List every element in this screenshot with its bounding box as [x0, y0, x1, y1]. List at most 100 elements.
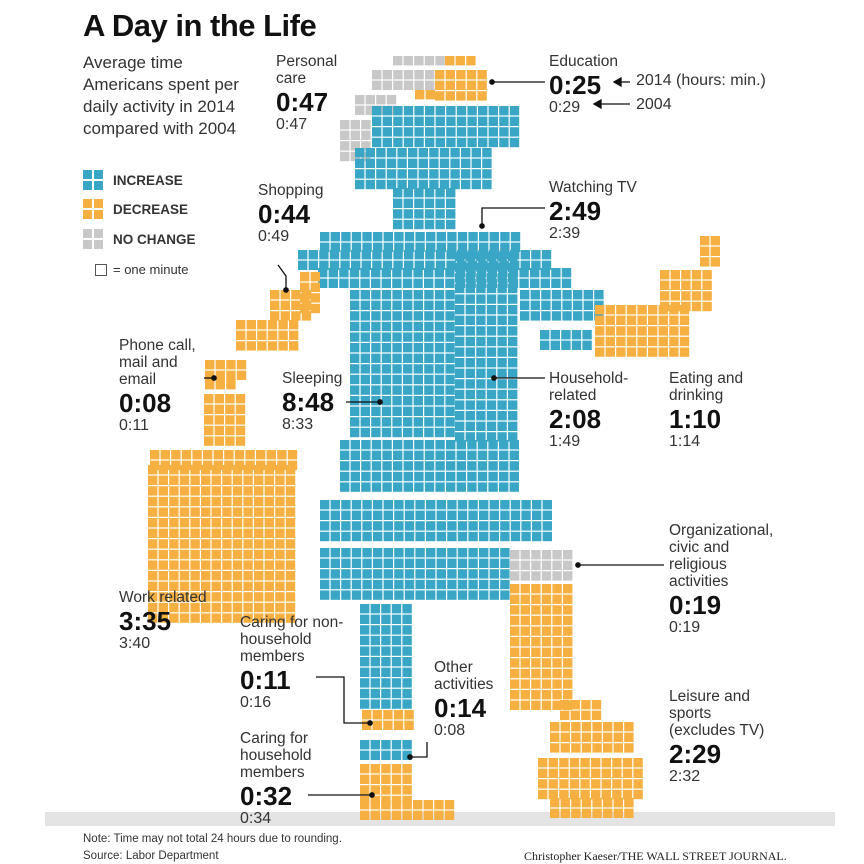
minute-square-sleeping: [424, 450, 435, 460]
minute-square-leisure: [613, 798, 623, 808]
label-organizational: Organizational, civic and religious acti…: [669, 522, 784, 637]
minute-square-work: [201, 475, 211, 485]
minute-square-leisure: [538, 789, 548, 800]
minute-square-leisure: [559, 789, 569, 800]
minute-square-eating: [626, 326, 637, 336]
minute-square-watching-tv: [413, 278, 423, 288]
minute-square-watching-tv: [450, 148, 460, 158]
minute-square-work: [171, 450, 181, 460]
minute-square-sleeping: [362, 590, 372, 600]
minute-square-personal-care: [350, 141, 360, 151]
minute-square-watching-tv: [386, 158, 397, 168]
minute-square-watching-tv: [541, 260, 552, 270]
minute-square-other: [402, 750, 412, 760]
activity-name: Sleeping: [282, 370, 343, 387]
minute-square-watching-tv: [482, 169, 492, 179]
minute-square-sleeping: [402, 635, 412, 646]
minute-square-watching-tv: [397, 148, 407, 158]
minute-square-watching-tv: [382, 116, 392, 126]
minute-square-leisure: [520, 647, 530, 657]
minute-square-sleeping: [393, 461, 403, 471]
minute-square-watching-tv: [456, 106, 467, 116]
minute-square-sleeping: [360, 311, 370, 321]
activity-name: Phone call, mail and email: [119, 337, 196, 388]
minute-square-sleeping: [350, 353, 360, 363]
minute-square-sleeping: [542, 521, 552, 531]
minute-square-leisure: [520, 594, 530, 604]
minute-square-sleeping: [499, 482, 509, 492]
minute-square-shopping: [236, 341, 246, 351]
minute-square-watching-tv: [482, 158, 492, 168]
minute-square-sleeping: [351, 510, 362, 520]
minute-square-household: [508, 432, 518, 442]
minute-square-watching-tv: [425, 260, 435, 270]
minute-square-watching-tv: [435, 127, 445, 137]
minute-square-watching-tv: [404, 250, 414, 260]
minute-square-watching-tv: [446, 250, 456, 260]
minute-square-sleeping: [445, 290, 455, 300]
minute-square-leisure: [592, 732, 602, 742]
minute-square-sleeping: [457, 500, 468, 510]
minute-square-watching-tv: [439, 179, 450, 190]
minute-square-sleeping: [361, 471, 371, 482]
minute-square-sleeping: [381, 699, 391, 709]
minute-square-household: [508, 389, 518, 400]
label-watching-tv: Watching TV 2:49 2:39: [549, 179, 637, 243]
minute-square-shopping: [236, 330, 246, 340]
minute-square-work: [211, 571, 221, 581]
minute-square-work: [222, 518, 232, 528]
minute-square-sleeping: [402, 646, 412, 656]
minute-square-sleeping: [436, 500, 446, 510]
minute-square-watching-tv: [520, 250, 530, 260]
minute-square-watching-tv: [360, 268, 370, 278]
minute-square-watching-tv: [478, 127, 488, 137]
minute-square-work: [264, 592, 274, 602]
minute-square-sleeping: [371, 427, 381, 438]
minute-square-work: [243, 560, 253, 570]
minute-square-work: [158, 507, 168, 517]
time-2014: 0:19: [669, 590, 722, 620]
minute-square-watching-tv: [408, 158, 418, 168]
minute-square-work: [158, 549, 168, 560]
minute-square-sleeping: [403, 450, 413, 460]
minute-square-household: [455, 347, 465, 357]
minute-square-leisure: [563, 668, 573, 679]
minute-square-watching-tv: [487, 268, 497, 278]
minute-square-sleeping: [391, 678, 402, 688]
minute-square-leisure: [592, 798, 602, 808]
minute-square-eating: [670, 301, 680, 312]
minute-square-work: [203, 450, 213, 460]
minute-square-leisure: [552, 615, 562, 626]
minute-square-caring-household: [391, 810, 402, 820]
minute-square-sleeping: [351, 558, 362, 568]
minute-square-sleeping: [371, 290, 381, 300]
minute-square-caring-household: [402, 764, 412, 774]
minute-square-eating: [710, 257, 720, 267]
minute-square-sleeping: [360, 321, 370, 332]
minute-square-personal-care: [424, 56, 435, 66]
minute-square-organizational: [563, 560, 573, 570]
minute-square-watching-tv: [329, 260, 340, 270]
minute-square-sleeping: [426, 531, 436, 542]
minute-square-organizational: [531, 560, 541, 570]
minute-square-eating: [616, 326, 626, 336]
minute-square-eating: [605, 347, 615, 357]
minute-square-sleeping: [436, 548, 446, 558]
minute-square-eating: [669, 347, 679, 357]
minute-square-watching-tv: [509, 137, 520, 148]
minute-square-work: [211, 486, 221, 496]
minute-square-caring-household: [360, 810, 370, 820]
minute-square-watching-tv: [478, 116, 488, 126]
minute-square-leisure: [622, 779, 633, 789]
minute-square-sleeping: [382, 482, 392, 492]
minute-square-sleeping: [361, 461, 371, 471]
minute-square-household: [455, 336, 465, 347]
minute-square-phone: [215, 380, 225, 390]
minute-square-sleeping: [414, 440, 424, 450]
minute-square-sleeping: [500, 510, 510, 520]
minute-square-sleeping: [532, 500, 542, 510]
minute-square-leisure: [541, 584, 552, 594]
minute-square-leisure: [624, 808, 634, 818]
minute-square-leisure: [591, 779, 601, 789]
minute-square-work: [201, 518, 211, 528]
